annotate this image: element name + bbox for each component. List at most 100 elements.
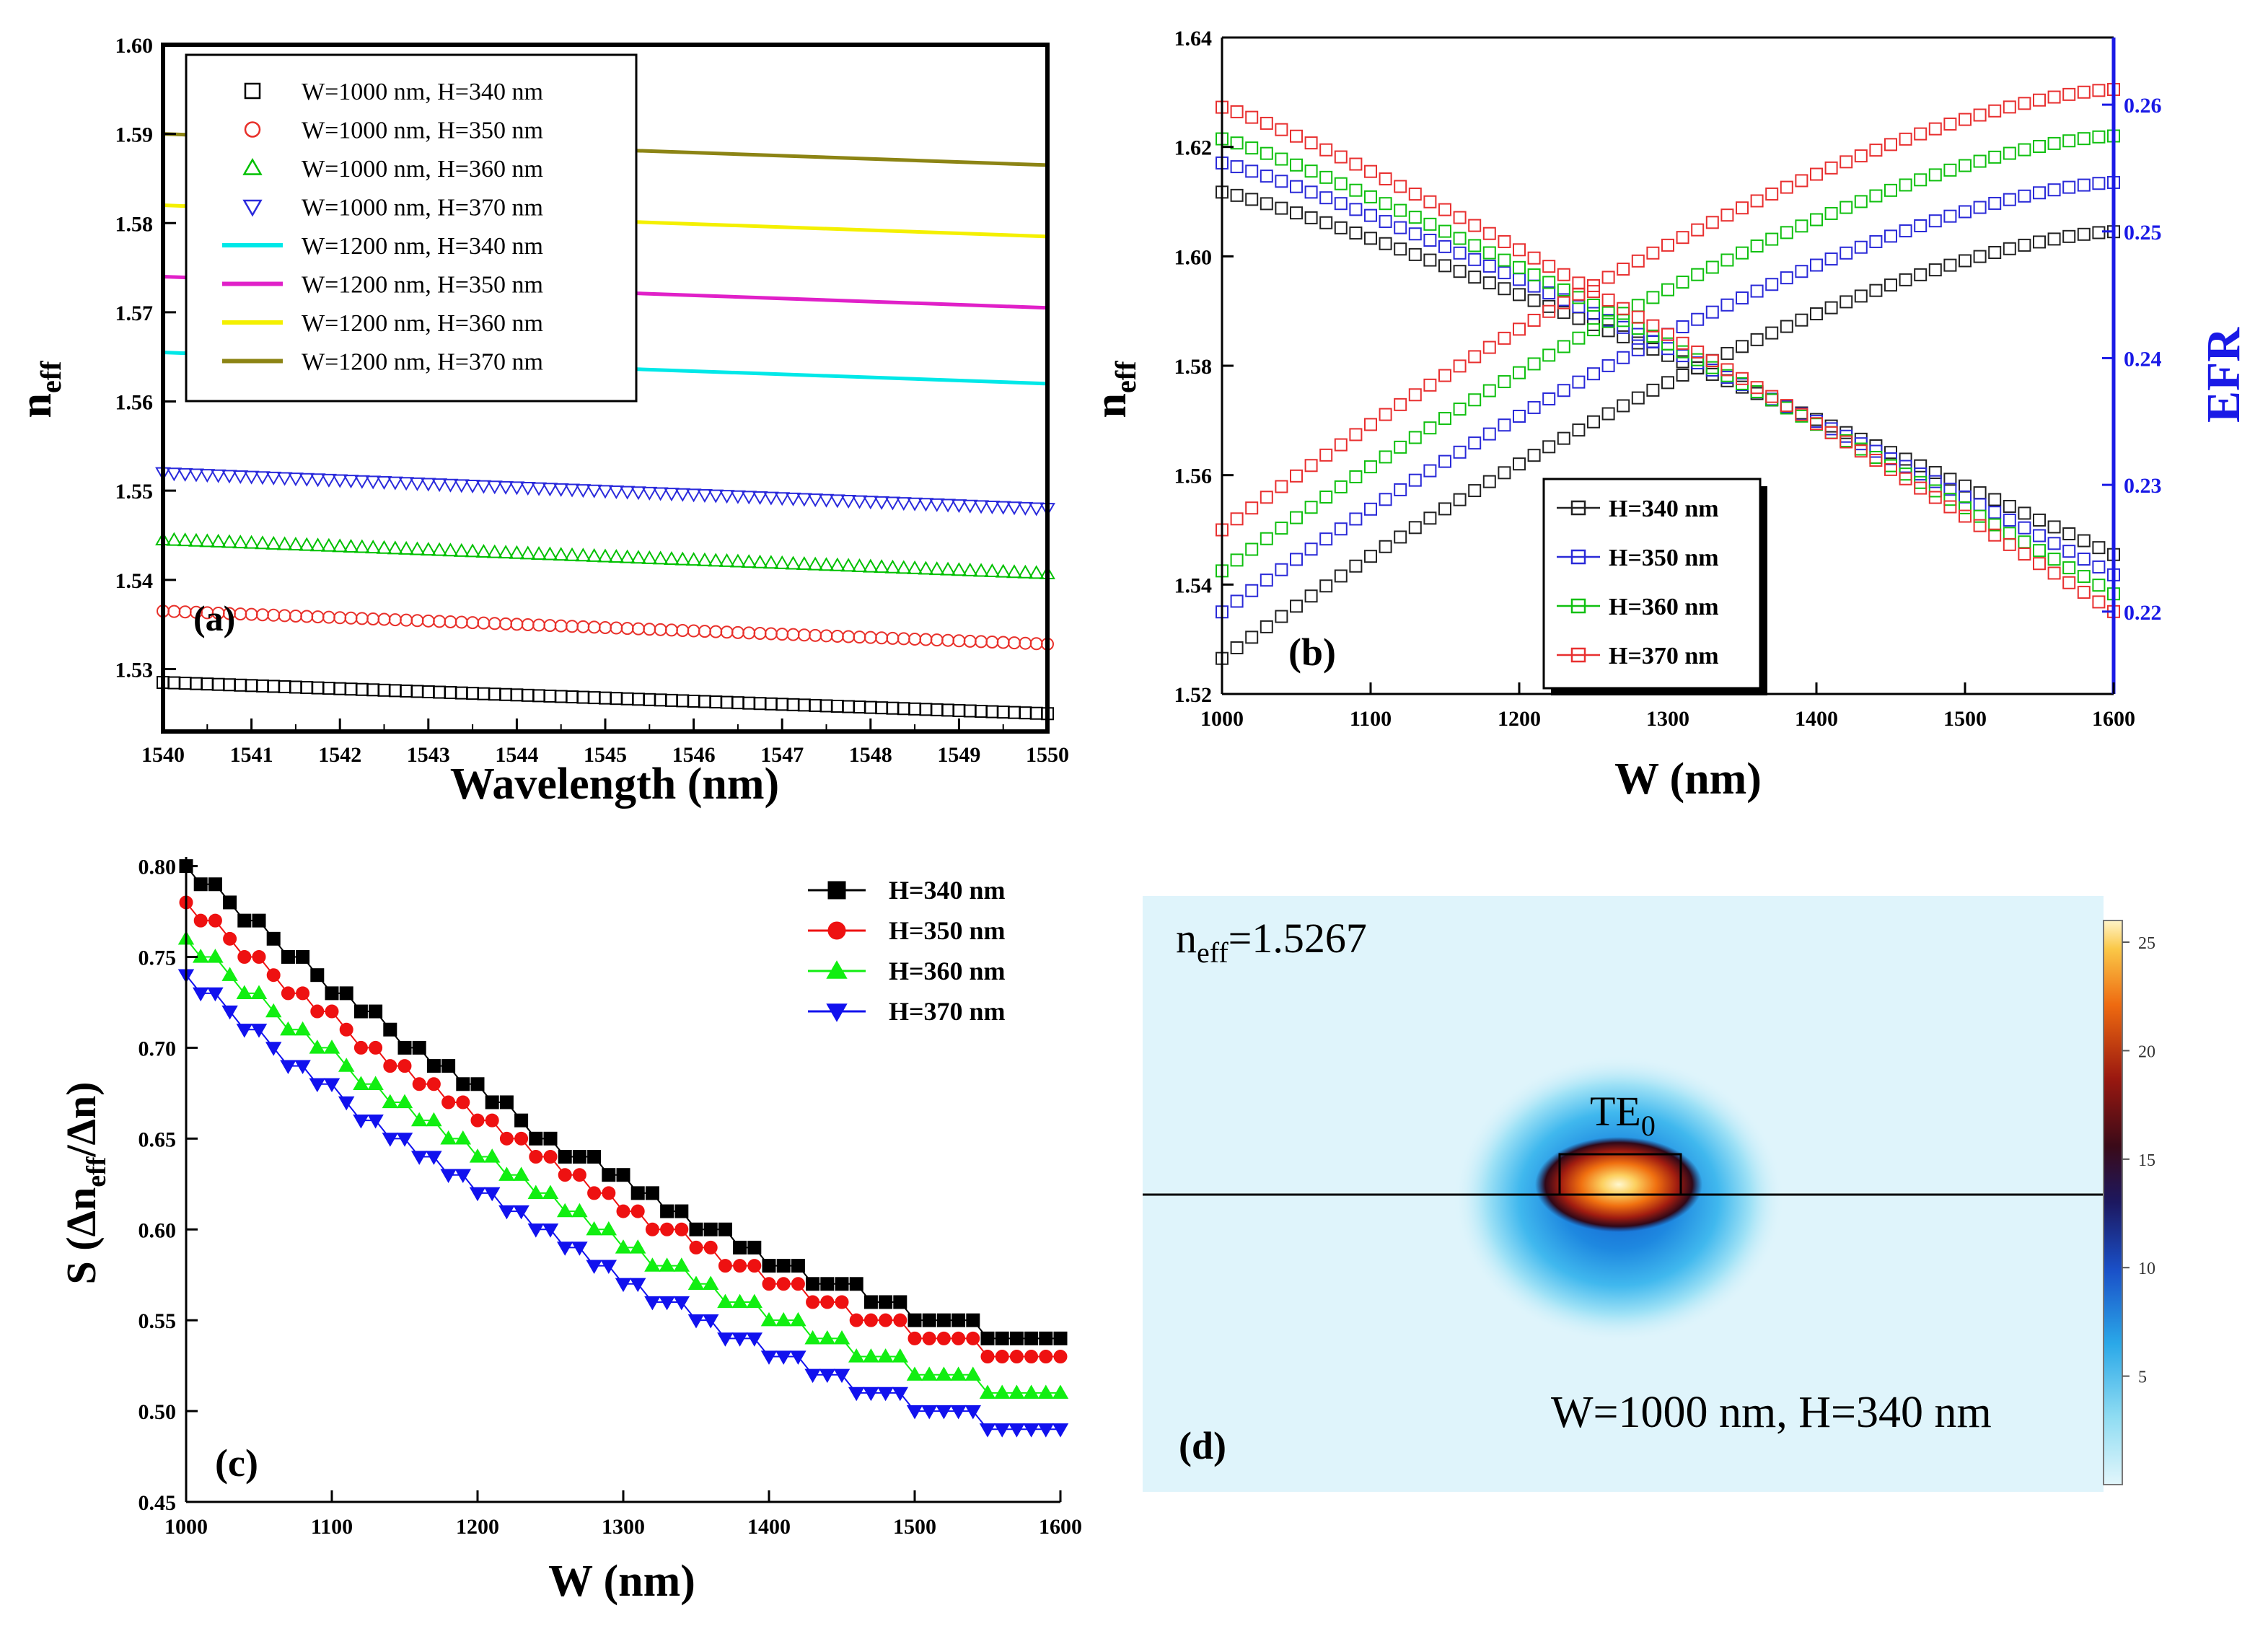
panel-a-data-point (167, 676, 181, 690)
panel-b-neff-point (1557, 431, 1570, 445)
panel-b-efr-point (1810, 418, 1823, 431)
panel-a-data-point (874, 496, 890, 510)
panel-b-neff-point (1453, 493, 1467, 506)
panel-a-data-point (785, 555, 801, 570)
panel-b-neff-point (1914, 219, 1928, 232)
panel-c-data-point (571, 1203, 588, 1218)
panel-c-data-point (936, 1313, 951, 1327)
panel-c-data-point (775, 1311, 792, 1327)
panel-a-data-point (566, 620, 579, 633)
panel-a-data-point (840, 558, 857, 572)
panel-c-data-point (790, 1350, 806, 1365)
panel-c-data-point (252, 913, 266, 928)
panel-b-efr-point (1408, 227, 1422, 241)
panel-a-data-point (851, 558, 868, 572)
panel-c-data-point (281, 950, 295, 964)
panel-a-data-point (742, 626, 756, 640)
panel-c-data-point (906, 1405, 923, 1420)
panel-c-data-point (426, 1059, 441, 1073)
panel-a-data-point (488, 687, 501, 701)
panel-a-data-point (410, 685, 424, 698)
panel-c-data-point (717, 1293, 734, 1309)
panel-b-neff-point (1513, 457, 1526, 471)
panel-a-data-point (221, 470, 237, 484)
panel-b-neff-point (1736, 340, 1749, 353)
panel-c-data-point (966, 1313, 980, 1327)
panel-c-data-point (1039, 1331, 1053, 1345)
panel-c-data-point (760, 1350, 778, 1365)
panel-c-data-point (426, 1077, 441, 1091)
panel-a-data-point (851, 495, 868, 509)
panel-a-data-point (963, 634, 977, 648)
panel-b-efr-point (1230, 160, 1244, 174)
panel-a-data-point (510, 688, 524, 702)
panel-c-data-point (483, 1187, 501, 1202)
panel-b-efr-point (1245, 164, 1259, 178)
panel-c-legend-marker (827, 881, 846, 900)
panel-b-neff-point (2047, 136, 2061, 150)
panel-c-data-point (339, 1022, 353, 1037)
panel-a-ytick-label: 1.55 (115, 480, 154, 504)
panel-a-data-point (962, 562, 978, 576)
panel-b-neff-point (1795, 265, 1808, 278)
panel-c-data-point (250, 1024, 268, 1038)
panel-a-data-point (720, 625, 734, 639)
panel-a-data-point (674, 488, 691, 502)
panel-a-data-point (499, 687, 513, 701)
panel-b-efr-point (1245, 141, 1259, 155)
panel-a-data-point (531, 482, 547, 496)
panel-a-data-point (442, 478, 459, 493)
panel-b-neff-point (1661, 283, 1674, 296)
panel-c-data-point (629, 1239, 646, 1254)
panel-a-data-point (984, 563, 1001, 578)
panel-b-efr-point (1691, 345, 1705, 359)
panel-a-data-point (287, 473, 304, 487)
panel-a-data-point (985, 705, 999, 718)
panel-a-data-point (895, 497, 912, 511)
panel-b-efr-point (2047, 537, 2061, 550)
panel-a-data-point (698, 625, 711, 638)
panel-b-neff-point (1824, 206, 1838, 220)
panel-c-data-point (367, 1076, 384, 1090)
panel-b-efr-point (1928, 475, 1942, 488)
panel-c-data-point (645, 1186, 659, 1200)
panel-a-data-point (410, 614, 424, 628)
panel-a-data-point (177, 532, 193, 547)
panel-b-efr-point (1349, 227, 1363, 240)
panel-c-legend: H=340 nm H=350 nm H=360 nm H=370 nm (808, 876, 1006, 1026)
panel-a-data-point (897, 702, 910, 716)
panel-a-xtick-label: 1541 (230, 743, 273, 767)
panel-a-legend-label: W=1200 nm, H=340 nm (302, 233, 543, 260)
panel-b-neff-point (1705, 216, 1719, 229)
panel-b-efr-point (1899, 467, 1912, 481)
panel-b-neff-point (1379, 408, 1392, 421)
panel-b-efr-point (2033, 544, 2046, 558)
panel-d-mode-inner (1535, 1137, 1702, 1232)
panel-b-efr-point (1498, 234, 1511, 248)
panel-c-data-point (412, 1077, 426, 1091)
panel-b-neff-point (2018, 143, 2031, 157)
panel-a-data-point (365, 475, 382, 490)
panel-b-neff-point (1394, 397, 1407, 411)
panel-b-neff-point (1408, 473, 1422, 487)
panel-a-data-point (519, 482, 536, 496)
panel-a-data-point (510, 618, 524, 631)
panel-b-efr-point (1230, 105, 1244, 118)
panel-a-data-point (785, 492, 801, 506)
panel-a-data-point (222, 678, 236, 692)
panel-c-data-point (733, 1240, 747, 1254)
panel-b-efr-point (1423, 217, 1437, 231)
panel-b-efr-point (1260, 146, 1273, 160)
panel-a-data-point (863, 700, 877, 714)
panel-b-ytick-right-label: 0.23 (2124, 474, 2162, 498)
panel-a-xtick-label: 1542 (318, 743, 361, 767)
panel-c-data-point (819, 1330, 836, 1345)
panel-a-data-point (201, 677, 214, 691)
panel-c-data-point (543, 1150, 558, 1164)
panel-a-data-point (775, 698, 789, 711)
panel-c-data-point (993, 1423, 1011, 1438)
panel-a-data-point (287, 537, 304, 551)
panel-b-efr-point (1453, 232, 1467, 245)
panel-a-data-point (973, 563, 989, 577)
